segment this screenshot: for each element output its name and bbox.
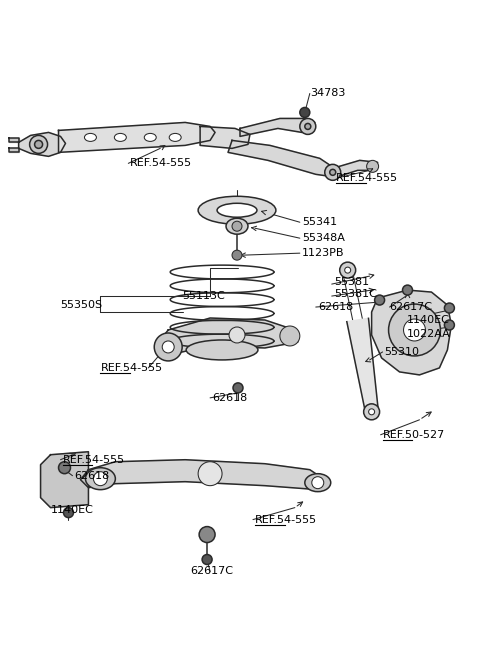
Ellipse shape <box>186 340 258 360</box>
Text: REF.54-555: REF.54-555 <box>100 363 163 373</box>
Ellipse shape <box>217 203 257 217</box>
Circle shape <box>444 303 455 313</box>
Text: 55113C: 55113C <box>182 291 225 301</box>
Circle shape <box>198 462 222 485</box>
Text: 55350S: 55350S <box>60 300 103 310</box>
Text: 1022AA: 1022AA <box>407 329 450 339</box>
Ellipse shape <box>114 134 126 141</box>
Text: REF.54-555: REF.54-555 <box>130 159 192 168</box>
Circle shape <box>229 327 245 343</box>
Polygon shape <box>200 126 250 149</box>
Text: 55310: 55310 <box>384 347 420 357</box>
Text: 55381: 55381 <box>334 277 369 287</box>
Ellipse shape <box>85 468 115 490</box>
Circle shape <box>444 320 455 330</box>
Circle shape <box>154 333 182 361</box>
Circle shape <box>404 319 425 341</box>
Text: 62617C: 62617C <box>390 302 432 312</box>
Polygon shape <box>333 160 378 178</box>
Text: 1123PB: 1123PB <box>302 248 344 258</box>
Circle shape <box>403 285 412 295</box>
Text: 62618: 62618 <box>318 302 353 312</box>
Circle shape <box>59 462 71 474</box>
Text: 62617C: 62617C <box>190 567 233 576</box>
Text: 62618: 62618 <box>74 471 110 481</box>
Ellipse shape <box>84 134 96 141</box>
Circle shape <box>199 527 215 542</box>
Polygon shape <box>9 149 19 153</box>
Circle shape <box>325 164 341 180</box>
Circle shape <box>300 119 316 134</box>
Circle shape <box>300 107 310 117</box>
Circle shape <box>369 409 374 415</box>
Ellipse shape <box>198 196 276 224</box>
Circle shape <box>312 477 324 489</box>
Polygon shape <box>41 452 88 508</box>
Text: 1140EC: 1140EC <box>50 504 94 515</box>
Circle shape <box>330 170 336 176</box>
Text: REF.54-555: REF.54-555 <box>336 174 398 183</box>
Ellipse shape <box>144 134 156 141</box>
Polygon shape <box>59 122 215 153</box>
Circle shape <box>30 136 48 153</box>
Polygon shape <box>81 460 325 490</box>
Circle shape <box>232 221 242 231</box>
Circle shape <box>232 250 242 260</box>
Text: 55381C: 55381C <box>334 289 377 299</box>
Text: 62618: 62618 <box>212 393 247 403</box>
Circle shape <box>35 140 43 149</box>
Circle shape <box>233 383 243 393</box>
Text: 55348A: 55348A <box>302 233 345 243</box>
Circle shape <box>389 304 441 356</box>
Polygon shape <box>228 140 335 176</box>
Circle shape <box>374 295 384 305</box>
Circle shape <box>340 262 356 278</box>
Polygon shape <box>347 318 378 411</box>
Polygon shape <box>240 119 315 136</box>
Text: REF.54-555: REF.54-555 <box>255 515 317 525</box>
Circle shape <box>345 267 351 273</box>
Ellipse shape <box>226 218 248 234</box>
Text: 34783: 34783 <box>310 88 345 98</box>
Text: REF.50-527: REF.50-527 <box>383 430 445 440</box>
Circle shape <box>94 472 108 485</box>
Polygon shape <box>19 132 65 157</box>
Ellipse shape <box>169 134 181 141</box>
Circle shape <box>162 341 174 353</box>
Circle shape <box>202 555 212 565</box>
Circle shape <box>367 160 379 172</box>
Circle shape <box>305 123 311 130</box>
Text: 55341: 55341 <box>302 217 337 227</box>
Circle shape <box>364 404 380 420</box>
Polygon shape <box>9 138 19 142</box>
Text: 1140EC: 1140EC <box>407 315 449 325</box>
Circle shape <box>63 508 73 517</box>
Polygon shape <box>372 290 451 375</box>
Polygon shape <box>160 318 298 355</box>
Circle shape <box>280 326 300 346</box>
Ellipse shape <box>305 474 331 492</box>
Text: REF.54-555: REF.54-555 <box>62 455 125 464</box>
